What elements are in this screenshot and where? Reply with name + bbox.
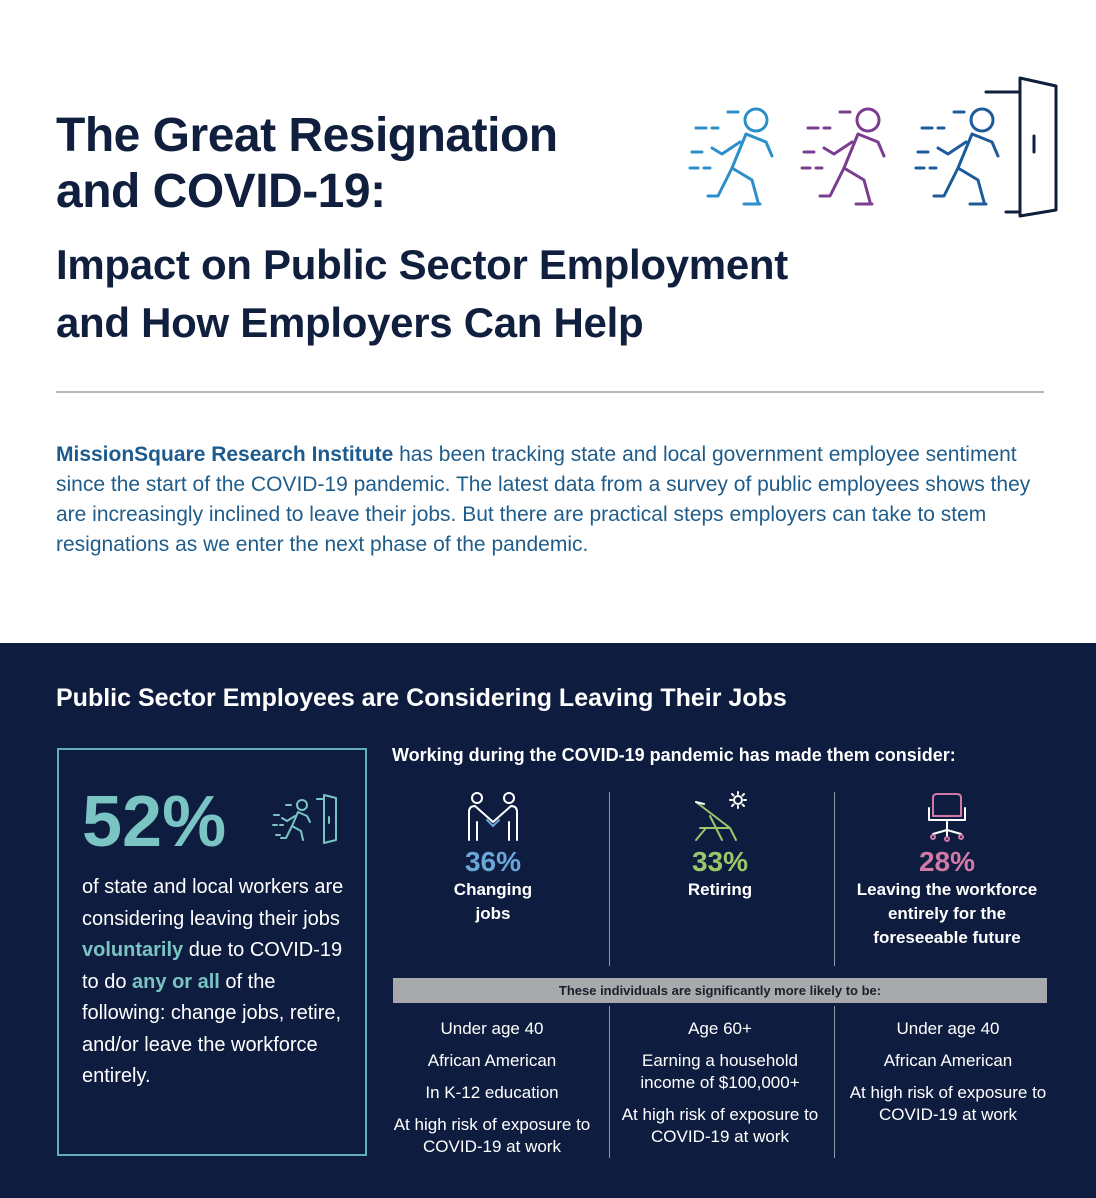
runner-icon bbox=[688, 107, 774, 206]
column-divider bbox=[609, 792, 610, 966]
subtitle-line-2: and How Employers Can Help bbox=[56, 299, 644, 346]
highlight-any-or-all: any or all bbox=[132, 970, 220, 993]
description-text: of the following: change jobs, retire, a… bbox=[82, 970, 342, 1088]
description-text: of state and local workers are consideri… bbox=[82, 876, 344, 930]
stat-label: Leaving the workforce entirely for the f… bbox=[856, 880, 1038, 947]
beach-chair-icon bbox=[695, 791, 747, 841]
trait-item: Earning a household income of $100,000+ bbox=[640, 1051, 800, 1092]
trait-item: Age 60+ bbox=[688, 1019, 752, 1038]
door-icon bbox=[984, 76, 1058, 218]
stat-column-retiring: 33% Retiring bbox=[620, 790, 820, 902]
stats-panel bbox=[0, 643, 1096, 1198]
trait-item: Under age 40 bbox=[440, 1019, 544, 1038]
handshake-icon bbox=[468, 792, 518, 841]
stat-percentage: 36% bbox=[464, 846, 522, 877]
trait-item: At high risk of exposure to COVID-19 at … bbox=[393, 1115, 591, 1156]
consider-heading: Working during the COVID-19 pandemic has… bbox=[392, 745, 956, 765]
stat-label: Changing jobs bbox=[453, 880, 533, 923]
stat-percentage: 33% bbox=[691, 846, 749, 877]
page-subtitle: Impact on Public Sector Employment and H… bbox=[56, 236, 788, 352]
intro-text: has been tracking state and local govern… bbox=[56, 443, 1031, 556]
runner-icon bbox=[914, 107, 1000, 206]
highlight-voluntarily: voluntarily bbox=[82, 939, 184, 961]
traits-list-leaving-workforce: Under age 40 African American At high ri… bbox=[843, 1018, 1053, 1126]
trait-item: At high risk of exposure to COVID-19 at … bbox=[621, 1105, 819, 1146]
org-name: MissionSquare Research Institute bbox=[56, 443, 394, 466]
traits-list-retiring: Age 60+ Earning a household income of $1… bbox=[615, 1018, 825, 1148]
headline-stat-box bbox=[57, 748, 367, 1156]
section-divider bbox=[56, 391, 1044, 393]
description-text: due to COVID-19 to do bbox=[82, 939, 343, 993]
trait-item: Under age 40 bbox=[896, 1019, 1000, 1038]
running-people-door-illustration bbox=[688, 76, 1058, 218]
section-title: Public Sector Employees are Considering … bbox=[56, 684, 787, 712]
column-divider bbox=[609, 1006, 610, 1158]
trait-item: African American bbox=[883, 1051, 1013, 1070]
stat-percentage: 28% bbox=[918, 846, 976, 877]
subtitle-line-1: Impact on Public Sector Employment bbox=[56, 241, 788, 288]
trait-item: In K-12 education bbox=[425, 1083, 559, 1102]
stat-label: Retiring bbox=[687, 880, 753, 899]
office-chair-icon bbox=[928, 793, 966, 842]
title-line-1: The Great Resignation bbox=[56, 109, 558, 162]
stat-column-leaving-workforce: 28% Leaving the workforce entirely for t… bbox=[847, 790, 1047, 950]
headline-percentage: 52% bbox=[82, 782, 227, 862]
stat-column-changing-jobs: 36% Changing jobs bbox=[393, 790, 593, 926]
column-divider bbox=[834, 792, 835, 966]
column-divider bbox=[834, 1006, 835, 1158]
trait-item: At high risk of exposure to COVID-19 at … bbox=[849, 1083, 1047, 1124]
traits-list-changing-jobs: Under age 40 African American In K-12 ed… bbox=[387, 1018, 597, 1158]
likely-heading-bar: These individuals are significantly more… bbox=[393, 978, 1047, 1003]
trait-item: African American bbox=[427, 1051, 557, 1070]
page-title: The Great Resignation and COVID-19: bbox=[56, 108, 558, 220]
intro-paragraph: MissionSquare Research Institute has bee… bbox=[56, 440, 1046, 560]
runner-exit-icon bbox=[272, 794, 337, 844]
headline-description: of state and local workers are consideri… bbox=[82, 872, 352, 1093]
runner-icon bbox=[800, 107, 886, 206]
title-line-2: and COVID-19: bbox=[56, 165, 386, 218]
